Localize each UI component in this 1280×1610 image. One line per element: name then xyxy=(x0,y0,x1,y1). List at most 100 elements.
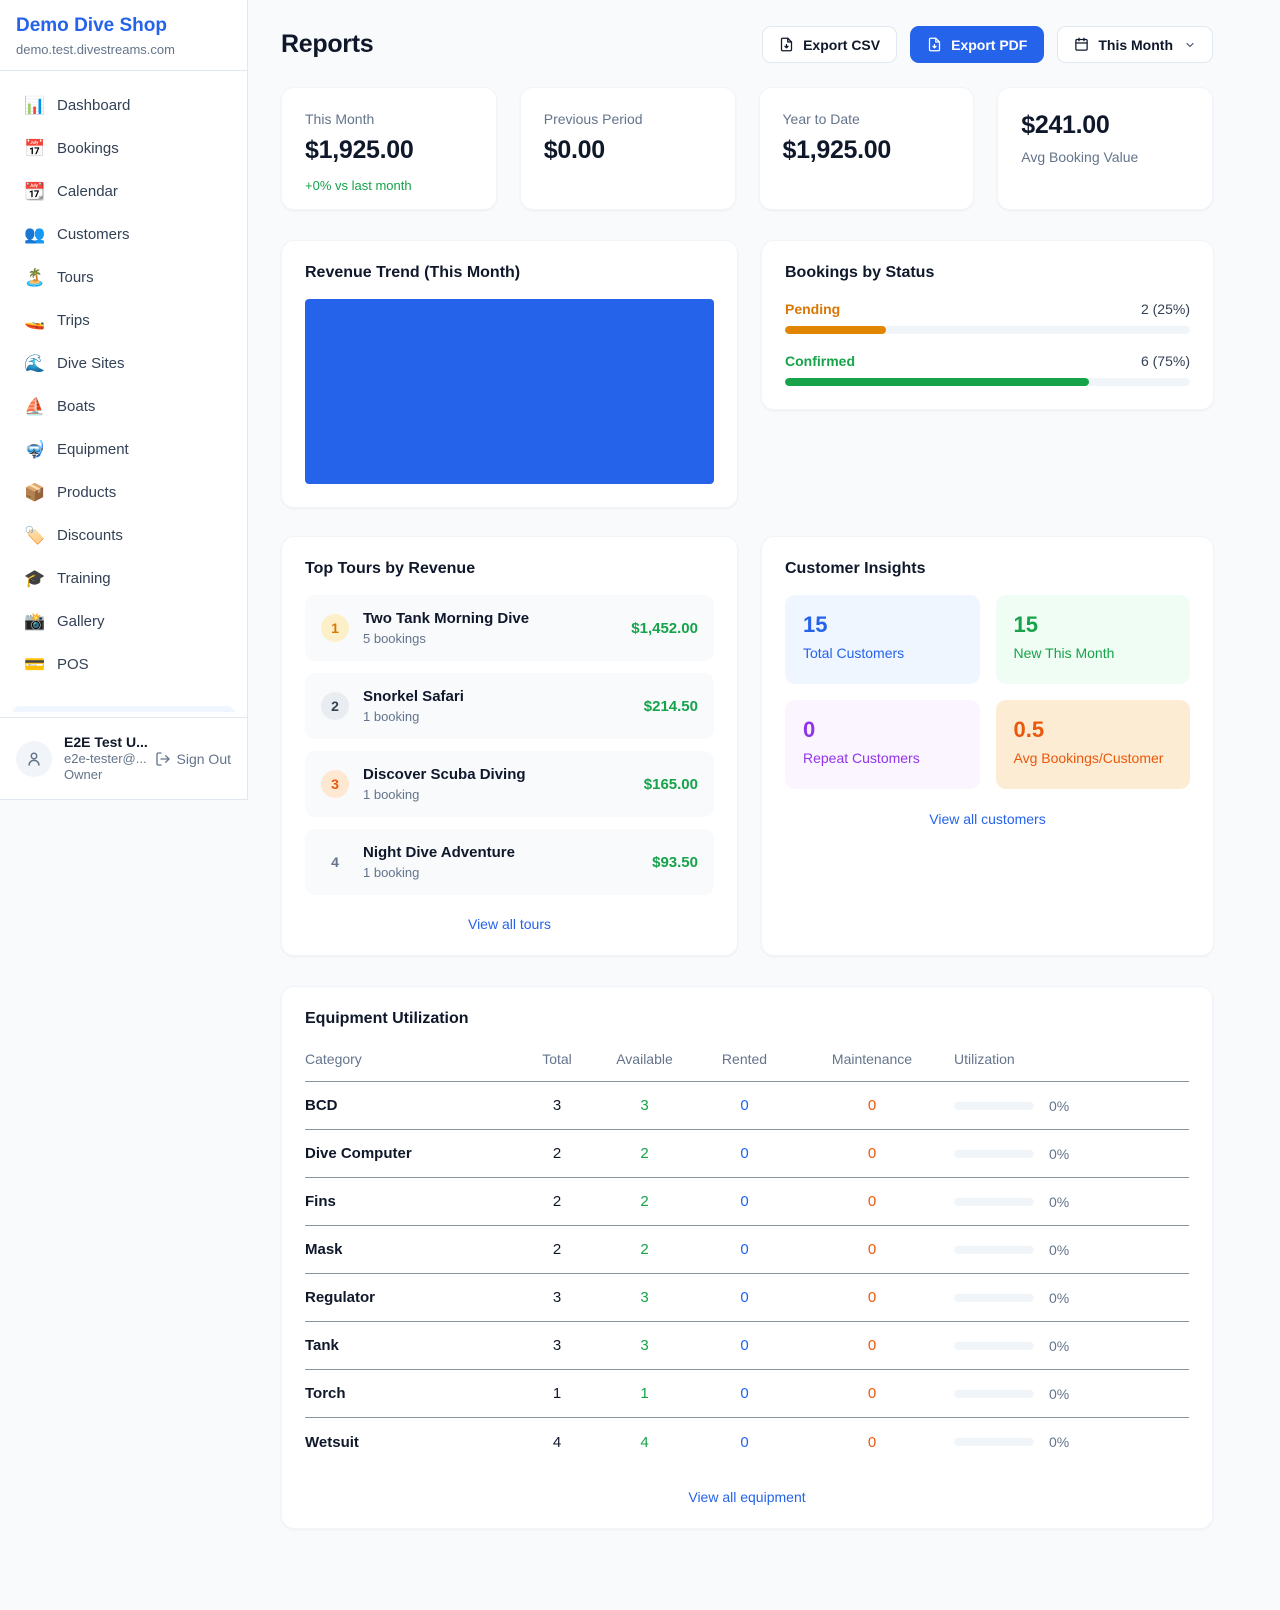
tour-amount: $1,452.00 xyxy=(631,619,698,637)
sidebar-item-active-peek[interactable] xyxy=(12,706,235,712)
table-row: Regulator 3 3 0 0 0% xyxy=(305,1274,1189,1322)
insight-tile-total-customers: 15 Total Customers xyxy=(785,595,980,684)
stat-value: $0.00 xyxy=(543,136,605,164)
trips-icon: 🚤 xyxy=(24,311,46,330)
sidebar-item-boats[interactable]: ⛵ Boats xyxy=(24,397,96,416)
utilization-bar xyxy=(954,1341,1034,1350)
sidebar-item-equipment[interactable]: 🤿 Equipment xyxy=(24,440,129,459)
table-row: Wetsuit 4 4 0 0 0% xyxy=(305,1433,1070,1451)
stat-card-year-to-date: Year to Date $1,925.00 xyxy=(758,87,975,210)
stat-cards: This Month $1,925.00 +0% vs last month P… xyxy=(281,87,1213,210)
sign-out-button[interactable]: Sign Out xyxy=(155,751,231,767)
sidebar-item-gallery[interactable]: 📸 Gallery xyxy=(24,612,105,631)
table-row: Dive Computer 2 2 0 0 0% xyxy=(305,1130,1189,1178)
bookings-icon: 📅 xyxy=(24,139,46,158)
sidebar-item-customers[interactable]: 👥 Customers xyxy=(24,225,130,244)
sidebar-item-tours[interactable]: 🏝️ Tours xyxy=(24,268,94,287)
discounts-icon: 🏷️ xyxy=(24,526,46,545)
table-row: Tank 3 3 0 0 0% xyxy=(305,1322,1189,1370)
tour-name: Discover Scuba Diving xyxy=(363,766,526,783)
equipment-icon: 🤿 xyxy=(24,440,46,459)
file-download-icon xyxy=(780,37,793,52)
progress-track xyxy=(785,326,1190,334)
sidebar-item-bookings[interactable]: 📅 Bookings xyxy=(24,139,119,158)
stat-card-previous-period: Previous Period $0.00 xyxy=(519,87,736,210)
top-tours-card: Top Tours by Revenue 1 Two Tank Morning … xyxy=(281,536,738,956)
charts-row: Revenue Trend (This Month) Bookings by S… xyxy=(281,240,1214,508)
export-pdf-button[interactable]: Export PDF xyxy=(910,26,1045,63)
insight-tile-avg-bookings: 0.5 Avg Bookings/Customer xyxy=(995,700,1190,789)
page-title: Reports xyxy=(281,30,374,58)
table-row: Mask 2 2 0 0 0% xyxy=(305,1226,1189,1274)
stat-value: $241.00 xyxy=(1021,111,1110,139)
sidebar-nav: 📊 Dashboard 📅 Bookings 📆 Calendar 👥 Cust… xyxy=(0,71,247,712)
sidebar-item-products[interactable]: 📦 Products xyxy=(24,483,117,502)
sidebar-item-discounts[interactable]: 🏷️ Discounts xyxy=(24,526,123,545)
tour-list-item: 3 Discover Scuba Diving 1 booking $165.0… xyxy=(305,751,714,817)
calendar-icon xyxy=(1075,37,1089,51)
table-row: BCD 3 3 0 0 0% xyxy=(305,1082,1189,1130)
view-all-tours-link[interactable]: View all tours xyxy=(467,916,551,932)
main-content: Reports Export CSV Export PDF This Month… xyxy=(248,0,1280,1529)
equipment-utilization-title: Equipment Utilization xyxy=(305,1010,469,1027)
revenue-trend-card: Revenue Trend (This Month) xyxy=(281,240,738,508)
user-panel: E2E Test U... e2e-tester@... Owner Sign … xyxy=(0,717,247,799)
progress-fill xyxy=(785,326,887,334)
bookings-by-status-card: Bookings by Status Pending 2 (25%) Confi… xyxy=(761,240,1214,410)
sidebar-item-dive-sites[interactable]: 🌊 Dive Sites xyxy=(24,354,125,373)
customer-insights-card: Customer Insights 15 Total Customers 15 … xyxy=(761,536,1214,956)
customer-insights-title: Customer Insights xyxy=(785,560,926,577)
insights-row: Top Tours by Revenue 1 Two Tank Morning … xyxy=(281,536,1214,956)
brand-name: Demo Dive Shop xyxy=(16,15,167,36)
customers-icon: 👥 xyxy=(24,225,46,244)
period-select[interactable]: This Month xyxy=(1057,26,1213,63)
insight-tile-new-this-month: 15 New This Month xyxy=(995,595,1190,684)
gallery-icon: 📸 xyxy=(24,612,46,631)
stat-change: +0% vs last month xyxy=(305,178,412,193)
insight-tile-repeat-customers: 0 Repeat Customers xyxy=(785,700,980,789)
tour-list-item: 4 Night Dive Adventure 1 booking $93.50 xyxy=(305,829,714,895)
user-name: E2E Test U... xyxy=(64,733,148,750)
revenue-trend-title: Revenue Trend (This Month) xyxy=(305,264,521,281)
sidebar-item-calendar[interactable]: 📆 Calendar xyxy=(24,182,118,201)
stat-value: $1,925.00 xyxy=(782,136,892,164)
view-all-customers-link[interactable]: View all customers xyxy=(929,811,1046,827)
tour-amount: $165.00 xyxy=(643,775,698,793)
boats-icon: ⛵ xyxy=(24,397,46,416)
tour-bookings: 1 booking xyxy=(363,865,420,880)
utilization-bar xyxy=(954,1245,1034,1254)
top-tours-title: Top Tours by Revenue xyxy=(305,560,476,577)
export-csv-button[interactable]: Export CSV xyxy=(762,26,898,63)
bookings-by-status-title: Bookings by Status xyxy=(785,264,935,281)
tour-bookings: 5 bookings xyxy=(363,631,426,646)
sidebar-item-trips[interactable]: 🚤 Trips xyxy=(24,311,90,330)
avatar xyxy=(16,740,52,777)
sidebar: Demo Dive Shop demo.test.divestreams.com… xyxy=(0,0,248,800)
tour-name: Two Tank Morning Dive xyxy=(363,610,530,627)
rank-badge: 3 xyxy=(321,770,349,798)
rank-badge: 1 xyxy=(321,614,349,642)
brand-block: Demo Dive Shop demo.test.divestreams.com xyxy=(0,0,247,71)
training-icon: 🎓 xyxy=(24,569,46,588)
tour-name: Night Dive Adventure xyxy=(363,844,515,861)
view-all-equipment-link[interactable]: View all equipment xyxy=(688,1489,806,1505)
user-email: e2e-tester@... xyxy=(64,751,147,766)
sidebar-item-pos[interactable]: 💳 POS xyxy=(24,655,89,674)
progress-fill xyxy=(785,378,1089,386)
tour-amount: $214.50 xyxy=(643,697,698,715)
equipment-utilization-card: Equipment Utilization Category Total Ava… xyxy=(281,986,1213,1529)
utilization-bar xyxy=(954,1101,1034,1110)
stat-card-this-month: This Month $1,925.00 +0% vs last month xyxy=(281,87,497,210)
products-icon: 📦 xyxy=(24,483,46,502)
revenue-trend-bar xyxy=(305,299,714,484)
tour-list-item: 2 Snorkel Safari 1 booking $214.50 xyxy=(305,673,714,739)
sidebar-item-training[interactable]: 🎓 Training xyxy=(24,569,111,588)
utilization-bar xyxy=(954,1197,1034,1206)
sidebar-item-dashboard[interactable]: 📊 Dashboard xyxy=(24,96,131,115)
utilization-bar xyxy=(954,1293,1034,1302)
tour-bookings: 1 booking xyxy=(363,787,420,802)
sign-out-icon xyxy=(155,751,170,766)
rank-badge: 4 xyxy=(331,854,339,870)
rank-badge: 2 xyxy=(321,692,349,720)
calendar-icon: 📆 xyxy=(24,182,46,201)
